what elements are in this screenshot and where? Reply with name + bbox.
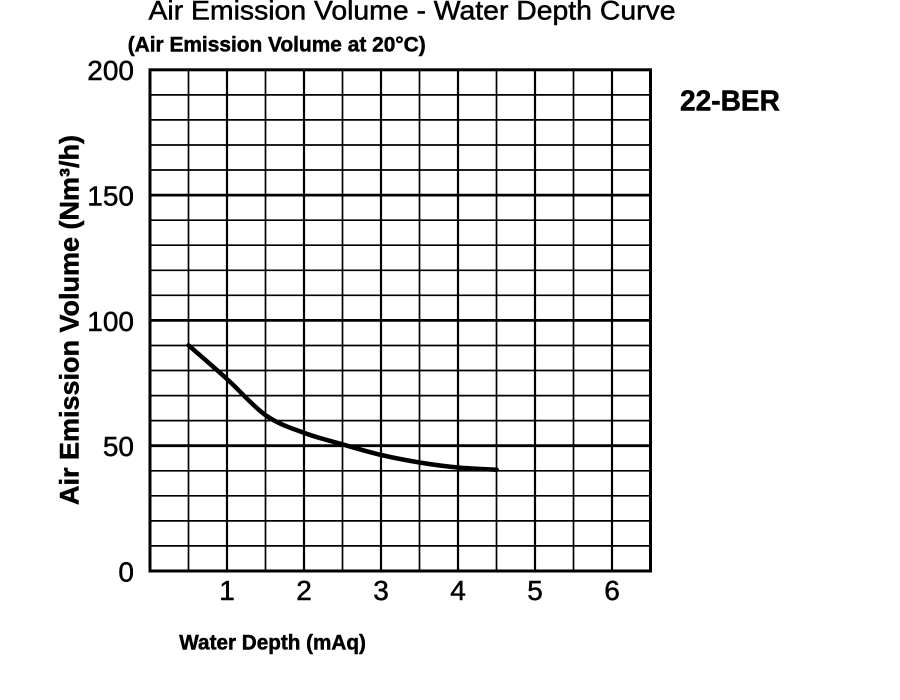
svg-text:4: 4	[450, 575, 466, 606]
svg-text:5: 5	[527, 575, 543, 606]
svg-text:100: 100	[87, 306, 134, 337]
svg-text:200: 200	[87, 55, 134, 86]
svg-text:3: 3	[373, 575, 389, 606]
svg-text:22-BER: 22-BER	[680, 86, 780, 118]
svg-text:50: 50	[103, 431, 134, 462]
svg-text:Water Depth (mAq): Water Depth (mAq)	[179, 632, 366, 655]
svg-text:1: 1	[219, 575, 235, 606]
svg-text:150: 150	[87, 181, 134, 212]
svg-text:6: 6	[604, 575, 620, 606]
svg-text:2: 2	[296, 575, 312, 606]
svg-text:0: 0	[118, 556, 134, 587]
svg-text:(Air Emission Volume at 20°C): (Air Emission Volume at 20°C)	[128, 33, 426, 57]
svg-text:Air Emission Volume (Nm³/h): Air Emission Volume (Nm³/h)	[55, 135, 85, 505]
svg-text:Air Emission Volume - Water De: Air Emission Volume - Water Depth Curve	[149, 0, 676, 26]
